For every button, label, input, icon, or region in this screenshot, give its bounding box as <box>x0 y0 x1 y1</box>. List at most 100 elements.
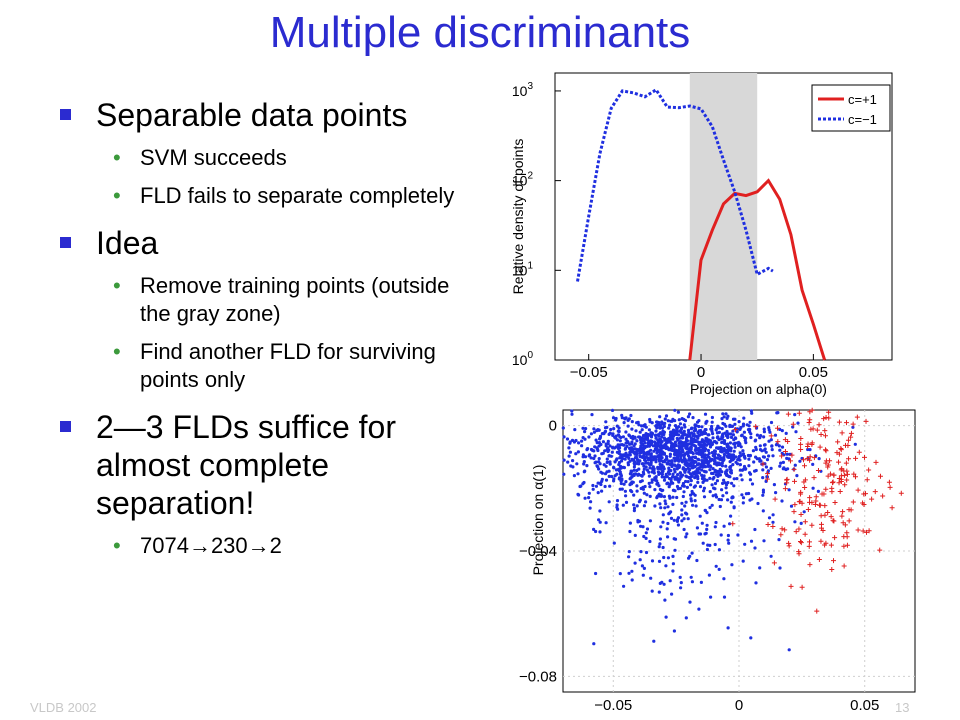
scatter-point <box>649 442 653 446</box>
scatter-point <box>679 442 683 446</box>
scatter-point <box>692 443 696 447</box>
scatter-point <box>717 567 721 571</box>
bullet-1-text: Separable data points <box>96 97 408 133</box>
scatter-point <box>640 424 644 428</box>
scatter-point <box>611 416 616 420</box>
scatter-point <box>754 581 758 585</box>
scatter-point <box>700 425 704 429</box>
scatter-point <box>808 448 812 452</box>
scatter-point <box>600 489 604 493</box>
scatter-point <box>644 465 648 469</box>
scatter-point <box>603 484 607 489</box>
scatter-point <box>682 527 686 532</box>
scatter-point <box>705 478 709 482</box>
scatter-point <box>710 441 714 445</box>
scatter-point <box>823 415 829 421</box>
scatter-point <box>672 518 676 522</box>
scatter-point <box>786 543 792 549</box>
scatter-point <box>659 446 663 450</box>
scatter-point <box>743 542 747 546</box>
scatter-point <box>720 470 724 474</box>
x-tick-label: 0 <box>735 697 743 714</box>
scatter-point <box>787 648 791 652</box>
scatter-point <box>781 467 785 471</box>
scatter-point <box>761 476 765 480</box>
scatter-point <box>665 527 669 531</box>
scatter-point <box>697 532 701 536</box>
scatter-point <box>592 642 596 646</box>
scatter-point <box>835 439 841 445</box>
scatter-point <box>743 467 747 471</box>
scatter-point <box>773 433 778 437</box>
scatter-point <box>667 466 671 470</box>
scatter-point <box>658 437 662 441</box>
scatter-point <box>739 445 743 449</box>
scatter-point <box>841 534 847 540</box>
scatter-point <box>647 474 651 478</box>
sub-bullet-text: FLD fails to separate completely <box>140 183 455 208</box>
scatter-point <box>635 452 639 456</box>
scatter-point <box>728 423 732 427</box>
scatter-point <box>732 449 736 453</box>
scatter-point <box>679 586 683 590</box>
scatter-point <box>589 500 593 504</box>
scatter-point <box>632 461 636 465</box>
scatter-point <box>741 422 746 426</box>
scatter-point <box>623 489 627 493</box>
scatter-point <box>728 522 732 526</box>
bullet-square-icon <box>60 421 71 432</box>
scatter-point <box>742 464 747 469</box>
scatter-point <box>644 459 648 463</box>
scatter-point <box>673 470 677 474</box>
scatter-point <box>700 521 704 525</box>
scatter-point <box>594 438 598 442</box>
scatter-point <box>724 472 728 476</box>
scatter-point <box>758 448 763 452</box>
scatter-point <box>792 478 798 484</box>
scatter-point <box>806 543 812 549</box>
scatter-point <box>731 453 735 457</box>
scatter-point <box>634 429 638 433</box>
scatter-point <box>628 477 632 481</box>
scatter-point <box>630 420 634 424</box>
y-tick-label: −0.04 <box>519 543 557 560</box>
scatter-point <box>801 479 807 485</box>
scatter-point <box>702 459 706 464</box>
scatter-point <box>701 446 706 450</box>
scatter-point <box>630 427 634 431</box>
scatter-point <box>699 453 703 457</box>
scatter-point <box>644 536 648 540</box>
scatter-point <box>622 482 626 486</box>
scatter-point <box>594 571 598 576</box>
scatter-point <box>715 431 719 435</box>
scatter-point <box>648 494 652 498</box>
scatter-point <box>798 435 804 441</box>
scatter-point <box>595 446 599 450</box>
scatter-point <box>869 496 875 502</box>
scatter-point <box>648 417 652 422</box>
scatter-point <box>729 500 733 504</box>
scatter-point <box>791 466 797 472</box>
scatter-point <box>831 472 837 478</box>
scatter-point <box>582 460 586 464</box>
scatter-point <box>695 451 699 455</box>
scatter-point <box>663 598 667 602</box>
scatter-point <box>702 477 706 481</box>
scatter-point <box>687 431 691 435</box>
scatter-point <box>610 450 614 454</box>
scatter-point <box>761 493 765 497</box>
scatter-point <box>636 473 640 477</box>
scatter-point <box>731 433 735 437</box>
scatter-point <box>830 479 836 485</box>
scatter-point <box>789 452 795 458</box>
scatter-point <box>828 514 834 520</box>
scatter-point <box>626 463 630 467</box>
scatter-point <box>720 427 724 431</box>
scatter-point <box>671 562 675 566</box>
scatter-point <box>668 423 672 427</box>
scatter-point <box>642 534 646 539</box>
scatter-point <box>798 459 802 463</box>
scatter-point <box>650 478 654 482</box>
legend-label: c=−1 <box>848 112 877 127</box>
scatter-point <box>716 456 720 460</box>
